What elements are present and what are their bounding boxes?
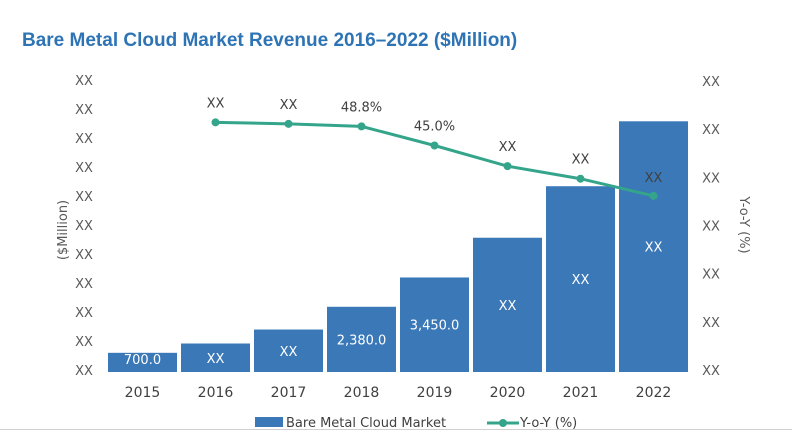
bar-2020 bbox=[473, 237, 542, 372]
x-axis-categories: 2015 2016 2017 2018 2019 2020 2021 2022 bbox=[125, 385, 672, 401]
x-tick-label: 2021 bbox=[563, 385, 599, 401]
yoy-point-2019 bbox=[430, 141, 439, 150]
line-data-labels: XX XX 48.8% 45.0% XX XX XX bbox=[207, 96, 663, 185]
y-tick-label: XX bbox=[75, 248, 93, 263]
y2-tick-label: XX bbox=[702, 171, 720, 186]
y-tick-label: XX bbox=[75, 74, 93, 89]
x-tick-label: 2018 bbox=[344, 385, 380, 401]
yoy-value-label: XX bbox=[207, 96, 225, 111]
bar-2019 bbox=[400, 277, 469, 372]
y2-tick-label: XX bbox=[702, 364, 720, 379]
y2-tick-label: XX bbox=[702, 75, 720, 90]
legend-bar-label: Bare Metal Cloud Market bbox=[286, 416, 446, 431]
y-tick-label: XX bbox=[75, 364, 93, 379]
x-tick-label: 2019 bbox=[417, 385, 453, 401]
y2-axis-ticks: XX XX XX XX XX XX XX bbox=[702, 75, 720, 379]
bar-value-label: 700.0 bbox=[124, 353, 161, 368]
yoy-point-2022 bbox=[649, 191, 658, 200]
y-tick-label: XX bbox=[75, 190, 93, 205]
yoy-value-label: XX bbox=[280, 98, 298, 113]
y-axis-title: ($Million) bbox=[56, 200, 71, 260]
bar-value-label: XX bbox=[280, 345, 298, 360]
legend: Bare Metal Cloud Market Y-o-Y (%) bbox=[255, 416, 577, 431]
legend-line-marker bbox=[499, 419, 507, 427]
x-tick-label: 2022 bbox=[636, 385, 672, 401]
yoy-value-label: XX bbox=[499, 140, 517, 155]
yoy-point-2020 bbox=[503, 162, 512, 171]
y-tick-label: XX bbox=[75, 306, 93, 321]
y-tick-label: XX bbox=[75, 277, 93, 292]
y2-axis-title: Y-o-Y (%) bbox=[736, 195, 751, 253]
y-tick-label: XX bbox=[75, 103, 93, 118]
yoy-line-series bbox=[211, 118, 658, 200]
bar-value-label: XX bbox=[207, 352, 225, 367]
y2-tick-label: XX bbox=[702, 268, 720, 283]
bar-2017 bbox=[254, 329, 323, 372]
yoy-value-label: 48.8% bbox=[341, 100, 382, 115]
y-tick-label: XX bbox=[75, 335, 93, 350]
y2-tick-label: XX bbox=[702, 316, 720, 331]
chart-title: Bare Metal Cloud Market Revenue 2016–202… bbox=[22, 30, 518, 51]
y-axis-ticks: XX XX XX XX XX XX XX XX XX XX XX bbox=[75, 74, 93, 379]
y-tick-label: XX bbox=[75, 219, 93, 234]
yoy-value-label: 45.0% bbox=[414, 120, 455, 135]
bottom-divider bbox=[0, 429, 792, 430]
bar-value-label: 2,380.0 bbox=[337, 333, 387, 348]
bar-2018 bbox=[327, 306, 396, 372]
bar-value-label: 3,450.0 bbox=[410, 319, 460, 334]
bar-2015 bbox=[108, 352, 177, 372]
bar-value-label: XX bbox=[499, 299, 517, 314]
yoy-point-2018 bbox=[357, 122, 366, 131]
bar-2021 bbox=[546, 186, 615, 372]
bar-series bbox=[108, 121, 688, 372]
yoy-point-2017 bbox=[284, 119, 293, 128]
yoy-value-label: XX bbox=[645, 171, 663, 186]
bar-value-label: XX bbox=[572, 273, 590, 288]
y2-tick-label: XX bbox=[702, 123, 720, 138]
yoy-value-label: XX bbox=[572, 153, 590, 168]
y-tick-label: XX bbox=[75, 161, 93, 176]
x-tick-label: 2015 bbox=[125, 385, 161, 401]
legend-bar-swatch bbox=[255, 417, 283, 427]
yoy-point-2016 bbox=[211, 118, 220, 127]
bar-data-labels: 700.0 XX XX 2,380.0 3,450.0 XX XX XX bbox=[124, 241, 663, 368]
bar-value-label: XX bbox=[645, 241, 663, 256]
x-tick-label: 2017 bbox=[271, 385, 307, 401]
y2-tick-label: XX bbox=[702, 220, 720, 235]
yoy-point-2021 bbox=[576, 174, 585, 183]
y-tick-label: XX bbox=[75, 132, 93, 147]
bar-2022 bbox=[619, 121, 688, 372]
bar-2016 bbox=[181, 343, 250, 372]
legend-line-label: Y-o-Y (%) bbox=[519, 416, 577, 431]
x-tick-label: 2020 bbox=[490, 385, 526, 401]
x-tick-label: 2016 bbox=[198, 385, 234, 401]
